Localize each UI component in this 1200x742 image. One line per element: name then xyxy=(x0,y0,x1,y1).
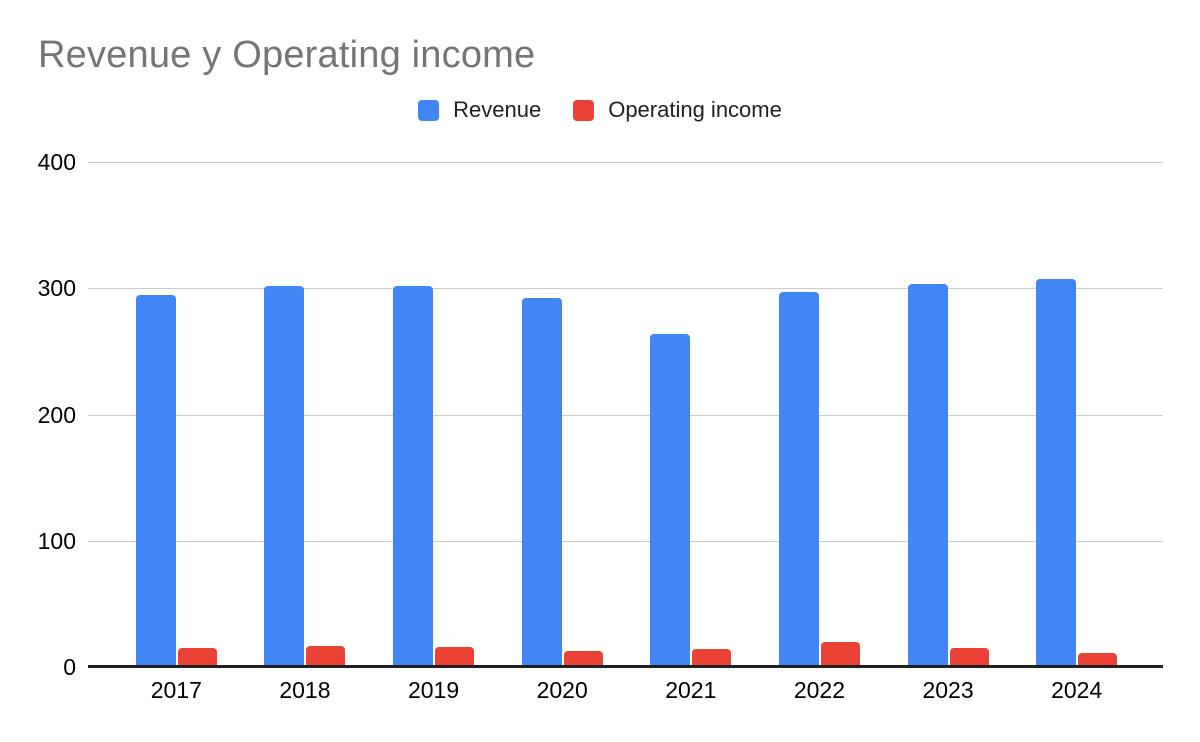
legend-label-revenue: Revenue xyxy=(453,97,542,122)
x-axis-labels: 2017 2018 2019 2020 2021 2022 2023 2024 xyxy=(88,677,1163,704)
x-tick-label-2020: 2020 xyxy=(536,677,588,703)
bar-revenue-2017[interactable] xyxy=(135,294,176,667)
bar-group-2019 xyxy=(369,162,498,667)
bar-operating-income-2020[interactable] xyxy=(563,650,603,667)
gridline-400 xyxy=(88,162,1163,163)
bar-revenue-2024[interactable] xyxy=(1036,279,1077,667)
bar-operating-income-2024[interactable] xyxy=(1078,653,1118,667)
legend: Revenue Operating income xyxy=(0,97,1200,123)
x-tick-label-2023: 2023 xyxy=(922,677,974,703)
gridline-100 xyxy=(88,540,1163,542)
y-tick-label-200: 200 xyxy=(37,401,76,428)
bar-operating-income-2017[interactable] xyxy=(177,648,217,667)
legend-item-revenue: Revenue xyxy=(418,97,541,123)
plot-area xyxy=(88,162,1163,668)
legend-item-operating-income: Operating income xyxy=(573,97,782,123)
x-tick-label-2017: 2017 xyxy=(150,677,202,703)
gridline-300 xyxy=(88,288,1163,290)
y-tick-label-300: 300 xyxy=(37,275,76,302)
bar-operating-income-2019[interactable] xyxy=(435,646,475,667)
bar-group-2023 xyxy=(884,162,1013,667)
x-axis-line xyxy=(88,665,1163,668)
bar-group-2018 xyxy=(241,162,370,667)
bar-group-2021 xyxy=(627,162,756,667)
bar-group-2017 xyxy=(112,162,241,667)
bar-group-2022 xyxy=(755,162,884,667)
y-tick-label-400: 400 xyxy=(37,149,76,175)
bar-revenue-2023[interactable] xyxy=(907,284,948,667)
bars-container xyxy=(88,162,1163,667)
chart-title: Revenue y Operating income xyxy=(38,34,536,76)
bar-group-2024 xyxy=(1012,162,1141,667)
bar-revenue-2019[interactable] xyxy=(393,285,434,667)
x-tick-label-2021: 2021 xyxy=(665,677,717,703)
legend-label-operating-income: Operating income xyxy=(608,97,782,122)
x-tick-label-2022: 2022 xyxy=(793,677,846,703)
bar-revenue-2020[interactable] xyxy=(521,298,562,667)
bar-group-2020 xyxy=(498,162,627,667)
x-tick-label-2019: 2019 xyxy=(407,677,460,703)
bar-operating-income-2022[interactable] xyxy=(820,641,860,667)
bar-revenue-2021[interactable] xyxy=(650,333,691,667)
bar-revenue-2018[interactable] xyxy=(264,285,305,667)
operating-income-swatch-icon xyxy=(573,99,595,121)
gridline-200 xyxy=(88,414,1163,416)
bar-operating-income-2023[interactable] xyxy=(949,648,989,667)
x-tick-label-2018: 2018 xyxy=(279,677,331,703)
bar-revenue-2022[interactable] xyxy=(778,292,819,667)
y-tick-label-0: 0 xyxy=(63,654,76,680)
y-tick-label-100: 100 xyxy=(37,527,76,554)
bar-operating-income-2021[interactable] xyxy=(692,649,732,667)
revenue-swatch-icon xyxy=(418,99,440,121)
bar-operating-income-2018[interactable] xyxy=(306,645,346,667)
x-tick-label-2024: 2024 xyxy=(1051,677,1103,703)
